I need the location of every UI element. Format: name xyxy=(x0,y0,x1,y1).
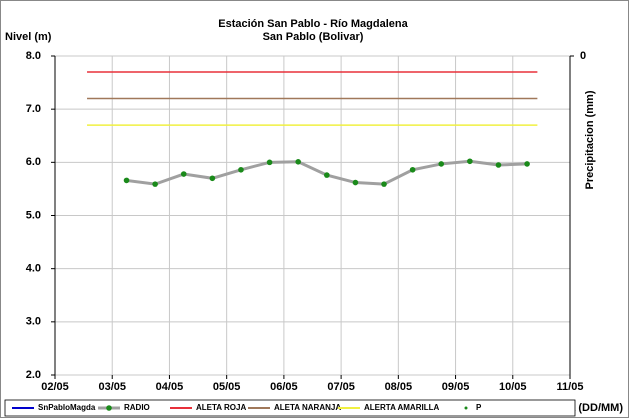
y-tick-label: 7.0 xyxy=(26,103,41,115)
data-point xyxy=(123,177,130,184)
y2-tick-label: 0 xyxy=(580,50,586,62)
y-tick-label: 4.0 xyxy=(26,263,41,275)
data-point xyxy=(324,172,330,178)
legend-label: RADIO xyxy=(124,403,150,412)
x-tick-label: 08/05 xyxy=(385,381,413,393)
x-tick-label: 02/05 xyxy=(41,381,69,393)
data-point xyxy=(467,158,473,165)
chart-subtitle: San Pablo (Bolivar) xyxy=(263,31,364,43)
data-point xyxy=(409,166,416,173)
chart-title: Estación San Pablo - Río Magdalena xyxy=(218,18,408,30)
legend-marker xyxy=(464,406,468,410)
data-point xyxy=(266,159,273,166)
data-point xyxy=(438,161,445,167)
x-tick-label: 03/05 xyxy=(98,381,126,393)
y-tick-label: 2.0 xyxy=(26,369,41,381)
data-point xyxy=(495,162,502,168)
x-tick-label: 09/05 xyxy=(442,381,470,393)
legend-label: ALETA ROJA xyxy=(196,403,246,412)
data-point xyxy=(524,161,530,167)
x-tick-label: 10/05 xyxy=(499,381,527,393)
x-tick-label: 05/05 xyxy=(213,381,241,393)
legend-box xyxy=(4,399,576,417)
legend-label: SnPabloMagda xyxy=(38,403,96,412)
data-point xyxy=(152,181,158,187)
data-point xyxy=(180,171,187,177)
data-point xyxy=(209,175,216,182)
legend-label: ALETA NARANJA xyxy=(274,403,341,412)
y-tick-label: 5.0 xyxy=(26,209,41,221)
legend-label: ALERTA AMARILLA xyxy=(364,403,439,412)
x-tick-label: 11/05 xyxy=(557,381,584,393)
y2-axis-label: Precipitacion (mm) xyxy=(584,90,596,189)
y-tick-label: 8.0 xyxy=(26,50,41,62)
data-point xyxy=(381,181,387,187)
x-tick-label: 06/05 xyxy=(270,381,298,393)
y-axis-label: Nivel (m) xyxy=(5,31,52,43)
x-tick-label: 04/05 xyxy=(156,381,184,393)
data-point xyxy=(352,179,359,186)
y-tick-label: 6.0 xyxy=(26,156,41,168)
data-point xyxy=(295,159,301,165)
x-tick-label: 07/05 xyxy=(327,381,355,393)
y-tick-label: 3.0 xyxy=(26,316,41,328)
data-point xyxy=(238,166,244,173)
legend-label: P xyxy=(476,403,482,412)
legend-marker xyxy=(106,405,112,411)
